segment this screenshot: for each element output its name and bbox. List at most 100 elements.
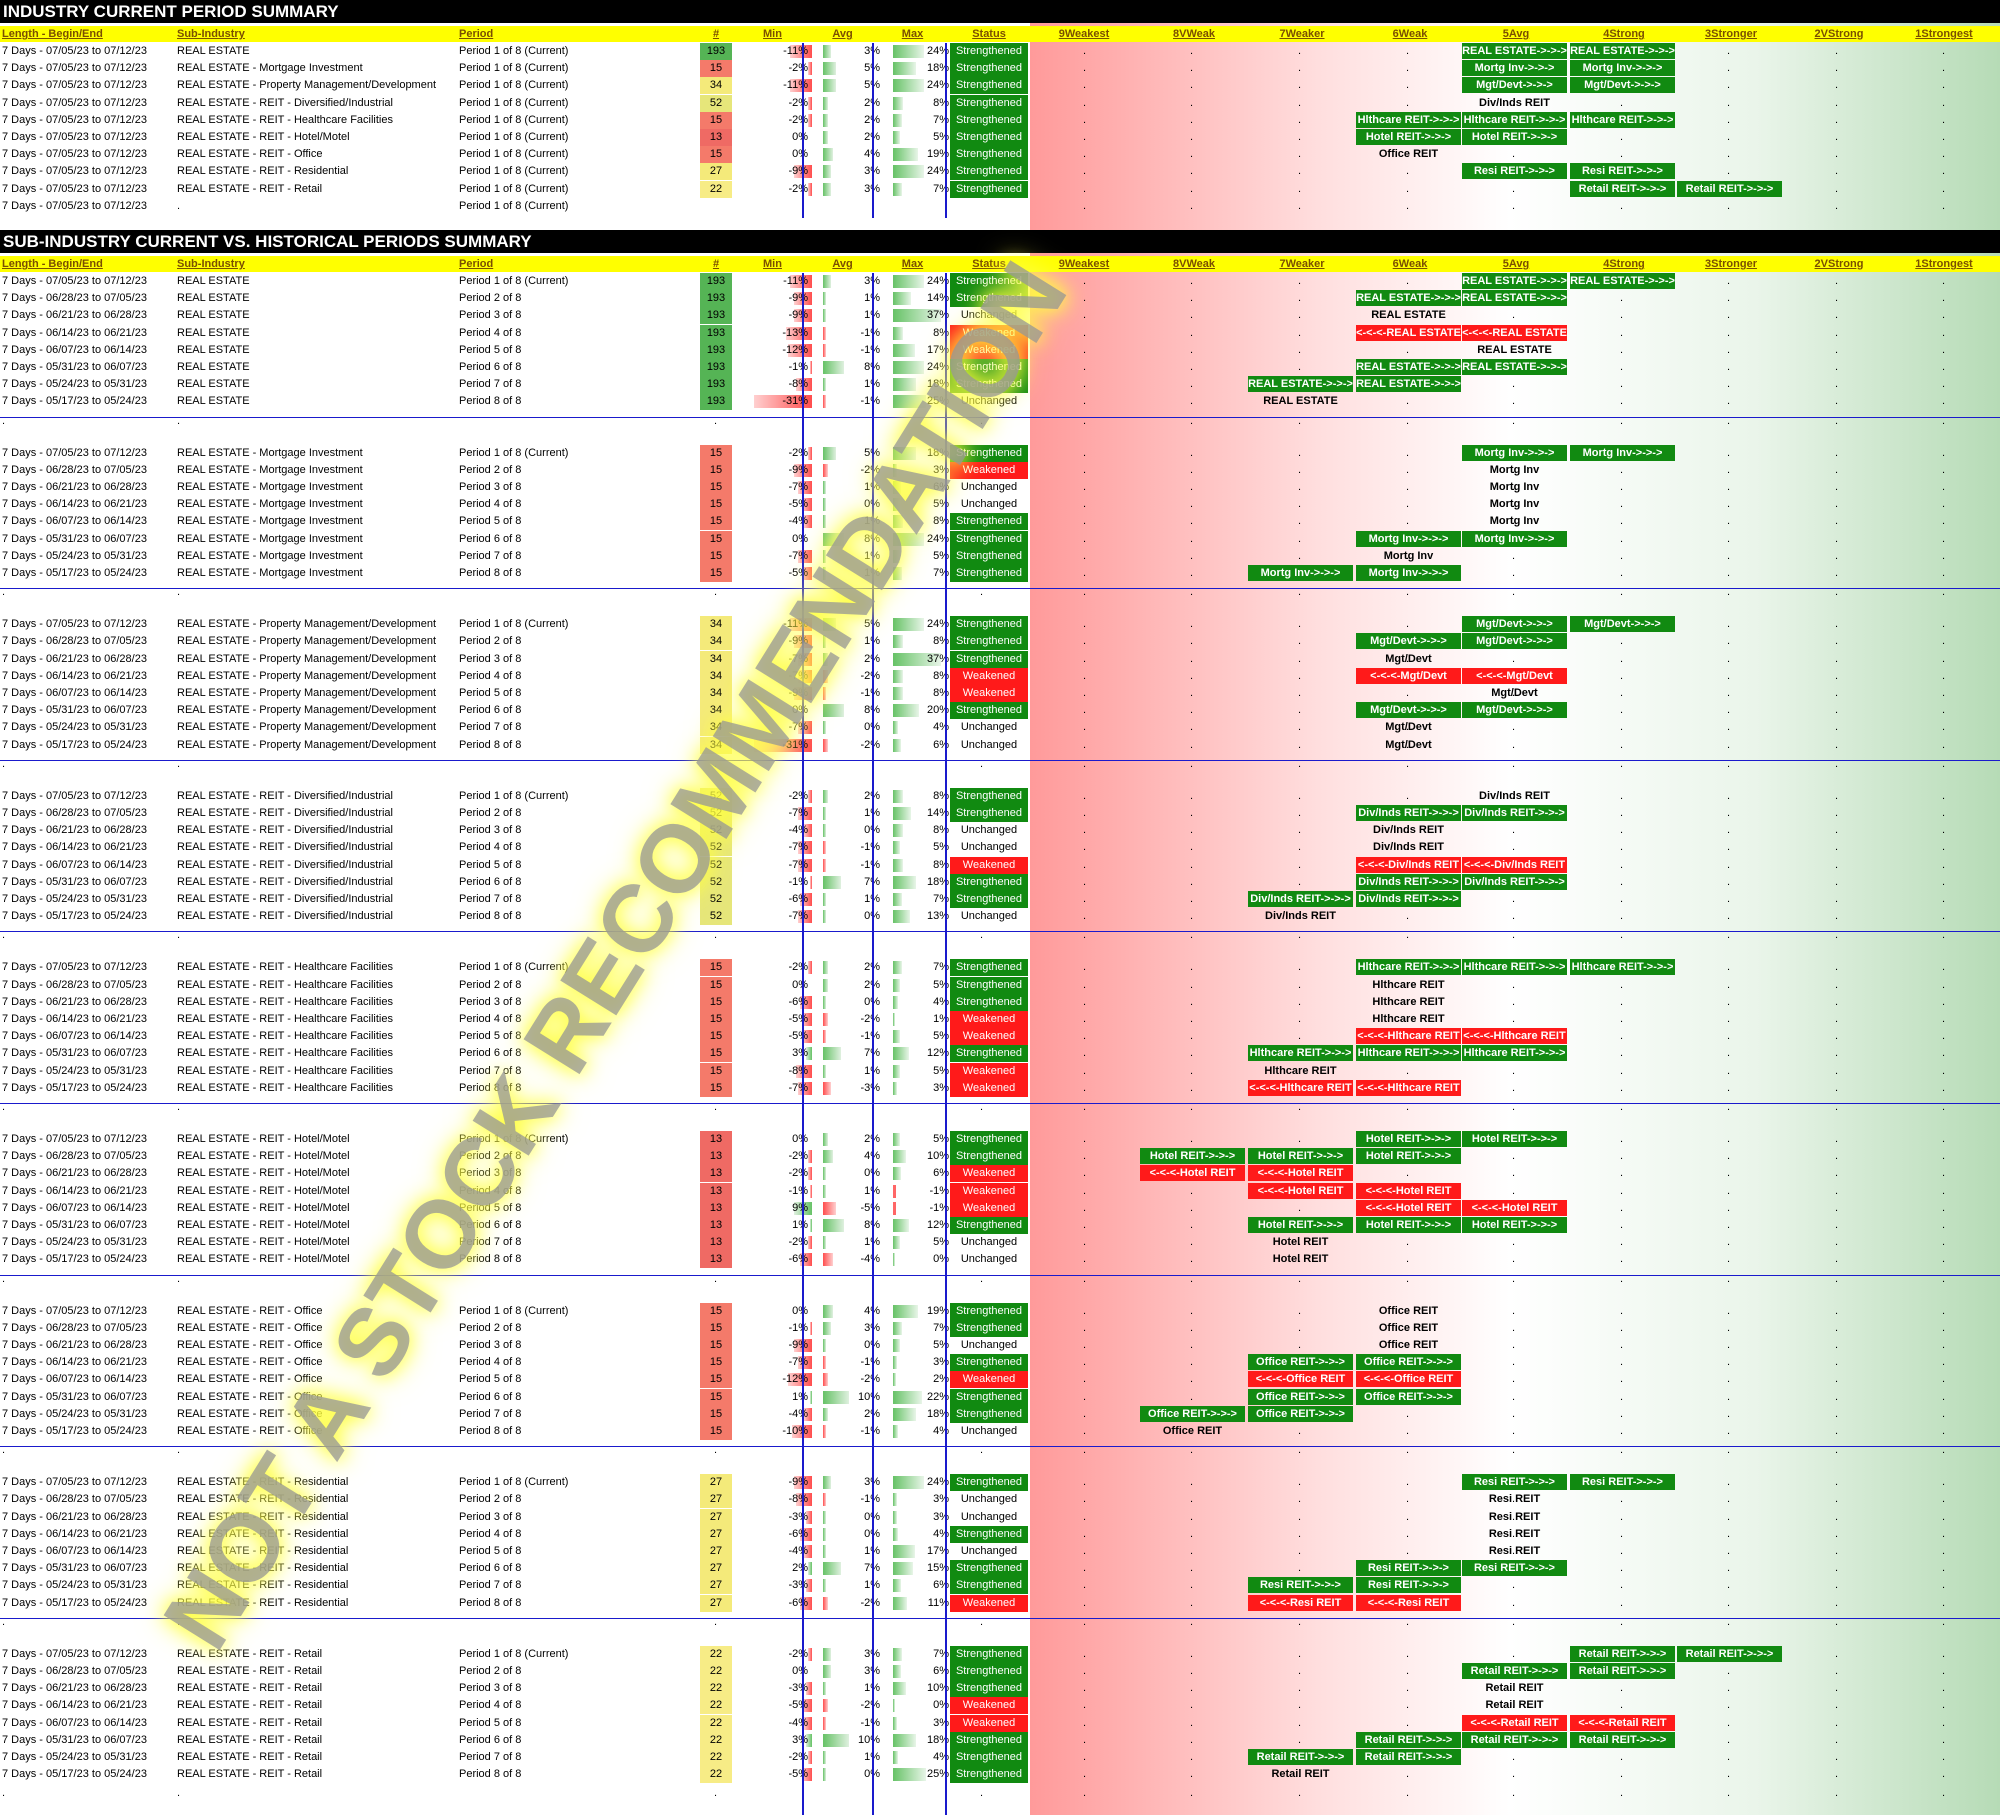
- rank-label: Resi REIT: [1488, 1545, 1541, 1557]
- status-badge: Strengthened: [950, 565, 1028, 582]
- cell-length: 7 Days - 06/28/23 to 07/05/23: [2, 635, 147, 648]
- avg-bar: [823, 1030, 826, 1044]
- cell-min: -12%: [782, 1373, 808, 1386]
- rank-dot: .: [1190, 910, 1194, 923]
- cell-min: -1%: [788, 361, 808, 373]
- cell-max: 20%: [926, 704, 949, 717]
- cell-avg: 1%: [815, 805, 880, 822]
- max-bar: [893, 1167, 901, 1181]
- status-badge: Weakened: [950, 685, 1028, 702]
- cell-sub-industry: REAL ESTATE - REIT - Retail: [177, 1716, 323, 1729]
- rank-dot: .: [1620, 567, 1624, 579]
- rank-dot: .: [1406, 1665, 1410, 1677]
- rank-dot: .: [1190, 1768, 1194, 1781]
- cell-avg: 5%: [815, 77, 880, 94]
- rank-dot: .: [1406, 978, 1410, 991]
- min-bar: [804, 515, 812, 529]
- rank-dot: .: [1190, 841, 1194, 854]
- avg-bar: [823, 1184, 826, 1198]
- rank-dot: .: [1620, 481, 1624, 493]
- rank-dot: .: [1190, 378, 1194, 391]
- cell-max: 3%: [933, 463, 949, 476]
- cell-min: -7%: [788, 669, 808, 682]
- rank-dot: .: [1727, 1425, 1731, 1437]
- cell-min: -1%: [788, 1184, 808, 1197]
- rank-dot: .: [1727, 687, 1731, 699]
- cell-min: -8%: [788, 378, 808, 391]
- rank-dot: .: [1727, 1047, 1731, 1060]
- rank-dot: .: [1083, 995, 1087, 1008]
- rank-dot: .: [1620, 1682, 1624, 1695]
- cell-count: 13: [700, 1234, 732, 1252]
- status-badge: Unchanged: [960, 738, 1018, 751]
- rank-dot: .: [1190, 1647, 1194, 1660]
- max-bar: [893, 1596, 908, 1610]
- rank-dot: .: [1298, 1510, 1302, 1523]
- rank-dot: .: [1835, 961, 1839, 974]
- rank-dot: .: [1727, 1407, 1731, 1420]
- cell-count: 34: [700, 685, 732, 702]
- status-badge: Strengthened: [950, 1680, 1028, 1698]
- avg-bar: [823, 182, 831, 196]
- cell-length: 7 Days - 06/14/23 to 06/21/23: [2, 1184, 147, 1197]
- rank-dot: .: [1620, 687, 1624, 699]
- rank-dot: .: [1298, 414, 1302, 427]
- cell-min: -31%: [782, 738, 808, 751]
- cell-length: 7 Days - 07/05/23 to 07/12/23: [2, 199, 147, 212]
- table-row: 7 Days - 05/31/23 to 06/07/23 REAL ESTATE…: [0, 1388, 2000, 1406]
- cell-length: 7 Days - 07/05/23 to 07/12/23: [2, 1133, 147, 1145]
- rank-dot: .: [1512, 1579, 1516, 1592]
- cell-avg: 1%: [815, 1234, 880, 1251]
- cell-period: Period 5 of 8: [459, 1716, 522, 1729]
- cell-min: -9%: [788, 1476, 808, 1489]
- cell-period: Period 4 of 8: [459, 1013, 522, 1025]
- spacer-row: .............: [0, 927, 2000, 944]
- min-bar: [796, 1493, 812, 1507]
- min-bar: [810, 1390, 812, 1404]
- rank-label: Resi REIT->->->: [1570, 163, 1675, 180]
- cell-max: 5%: [933, 549, 949, 562]
- cell-avg: 4%: [815, 1303, 880, 1320]
- status-badge: Unchanged: [960, 395, 1018, 408]
- spacer-dot: .: [714, 586, 718, 599]
- avg-bar: [823, 45, 831, 58]
- cell-period: Period 8 of 8: [459, 567, 522, 579]
- cell-avg: -2%: [860, 738, 880, 751]
- rank-dot: .: [1083, 858, 1087, 871]
- cell-count: 15: [700, 976, 732, 994]
- cell-period: Period 6 of 8: [459, 361, 522, 373]
- rank-dot: .: [1190, 704, 1194, 717]
- cell-count: 52: [700, 891, 732, 908]
- cell-sub-industry: REAL ESTATE - REIT - Healthcare Faciliti…: [177, 1047, 393, 1060]
- cell-period: Period 2 of 8: [459, 1665, 522, 1677]
- rank-dot: .: [1620, 1356, 1624, 1369]
- table-row: 7 Days - 05/31/23 to 06/07/23 REAL ESTATE…: [0, 530, 2000, 548]
- rank-dot: .: [1298, 586, 1302, 599]
- cell-count: 15: [700, 1354, 732, 1372]
- max-bar: [893, 1390, 922, 1404]
- cell-sub-industry: REAL ESTATE - REIT - Retail: [177, 1682, 323, 1695]
- status-badge: Weakened: [950, 856, 1028, 874]
- rank-dot: .: [1727, 481, 1731, 493]
- cell-max: 19%: [926, 1304, 949, 1317]
- min-bar: [804, 1407, 812, 1421]
- rank-dot: .: [1942, 1647, 1946, 1660]
- rank-dot: .: [1512, 1101, 1516, 1113]
- rank-dot: .: [1835, 978, 1839, 991]
- table-row: 7 Days - 06/21/23 to 06/28/23 REAL ESTATE…: [0, 993, 2000, 1011]
- rank-dot: .: [1620, 738, 1624, 751]
- spacer-dot: .: [714, 929, 718, 942]
- cell-sub-industry: REAL ESTATE - REIT - Office: [177, 1425, 323, 1437]
- cell-length: 7 Days - 07/05/23 to 07/12/23: [2, 148, 147, 161]
- rank-label: Hlthcare REIT->->->: [1570, 959, 1675, 976]
- rank-dot: .: [1406, 687, 1410, 699]
- rank-dot: .: [1083, 498, 1087, 511]
- spacer-row: .............: [0, 1099, 2000, 1116]
- table-row: 7 Days - 05/24/23 to 05/31/23 REAL ESTATE…: [0, 1749, 2000, 1766]
- rank-dot: .: [1190, 1219, 1194, 1231]
- cell-sub-industry: REAL ESTATE - REIT - Residential: [177, 1493, 349, 1506]
- max-bar: [893, 326, 904, 340]
- rank-dot: .: [1406, 1510, 1410, 1523]
- cell-count: 15: [700, 1405, 732, 1423]
- rank-dot: .: [1942, 807, 1946, 819]
